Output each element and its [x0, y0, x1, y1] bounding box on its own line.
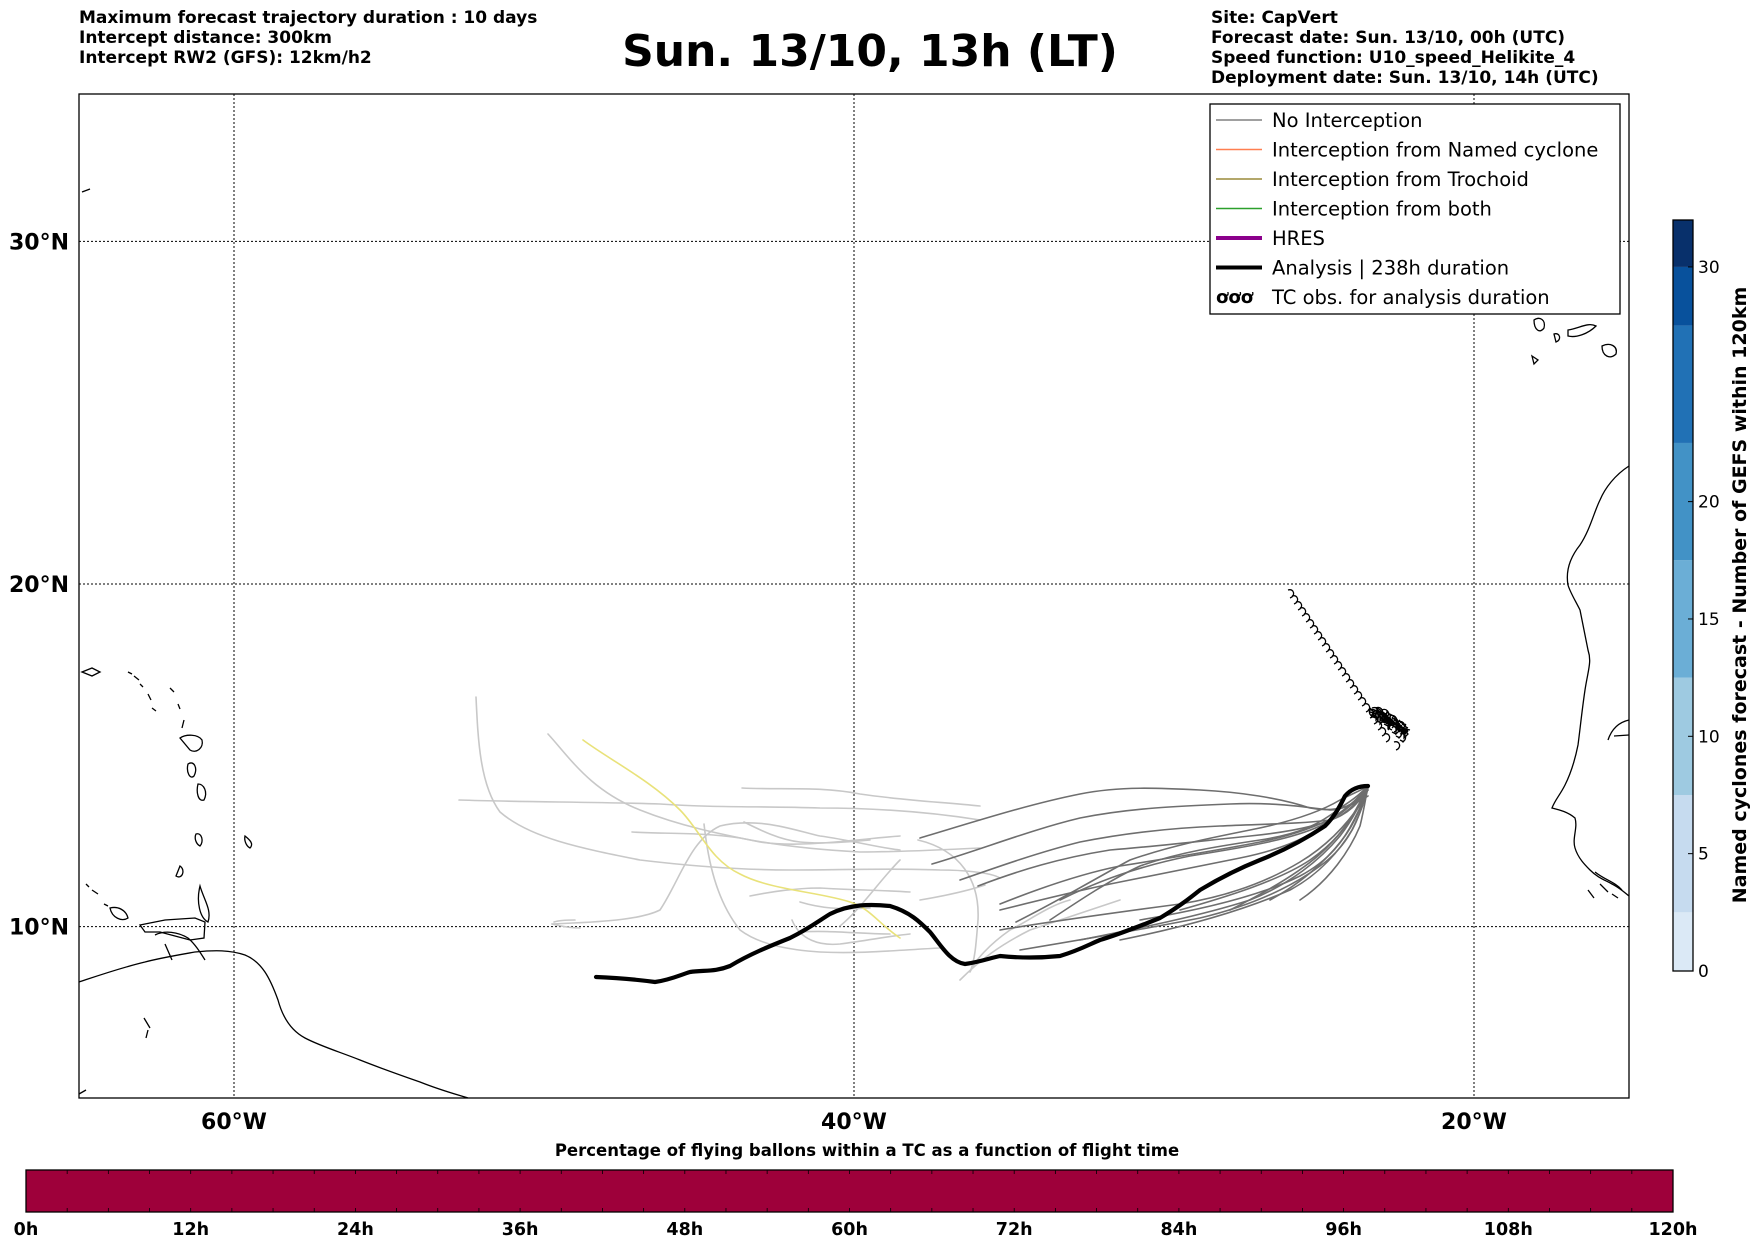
lat-label: 30°N	[9, 230, 69, 255]
legend-label: Interception from both	[1272, 198, 1492, 221]
colorbar-bottom-tick-label: 84h	[1160, 1220, 1197, 1240]
trajectories	[458, 696, 1371, 985]
cyclone-symbols-icon: ơơơ	[1216, 287, 1254, 308]
legend-label: Interception from Trochoid	[1272, 168, 1529, 191]
colorbar-bottom-tick-label: 120h	[1649, 1220, 1698, 1240]
intercept-distance-text: Intercept distance: 300km	[79, 28, 332, 48]
colorbar-band	[1673, 560, 1693, 678]
colorbar-bottom-tick-label: 72h	[996, 1220, 1033, 1240]
legend-item: HRES	[1216, 227, 1325, 250]
page-title: Sun. 13/10, 13h (LT)	[622, 26, 1118, 77]
forecast-date-text: Forecast date: Sun. 13/10, 00h (UTC)	[1211, 28, 1566, 48]
legend-item: Analysis | 238h duration	[1216, 257, 1509, 280]
colorbar-bottom-tick-label: 48h	[666, 1220, 703, 1240]
colorbar-right-tick-label: 0	[1698, 962, 1709, 982]
colorbar-band	[1673, 325, 1693, 443]
legend-item: No Interception	[1216, 109, 1423, 132]
colorbar-right-tick-label: 15	[1698, 610, 1720, 630]
colorbar-named-cyclones: 0 5 10 15 20 30 Named cyclones forecast - Num…	[1672, 219, 1751, 982]
legend-item: Interception from Trochoid	[1216, 168, 1529, 191]
flight-time-bar	[25, 1169, 1674, 1213]
colorbar-bottom-tick-label: 108h	[1484, 1220, 1533, 1240]
lat-label: 20°N	[9, 573, 69, 598]
colorbar-band	[1673, 266, 1693, 326]
colorbar-right-tick-label: 10	[1698, 727, 1720, 747]
legend-label: HRES	[1272, 227, 1325, 250]
colorbar-right-tick-label: 30	[1698, 258, 1720, 278]
colorbar-right-label: Named cyclones forecast - Number of GEFS…	[1729, 287, 1751, 904]
colorbar-flight-time: Percentage of flying ballons within a TC…	[14, 1141, 1698, 1240]
lat-label: 10°N	[9, 916, 69, 941]
colorbar-band	[1673, 912, 1693, 971]
longitude-labels: 60°W 40°W 20°W	[201, 1110, 1507, 1135]
colorbar-right-tick-label: 20	[1698, 493, 1720, 513]
colorbar-band	[1673, 677, 1693, 795]
legend-label: No Interception	[1272, 109, 1423, 132]
colorbar-bottom-tick-label: 36h	[502, 1220, 539, 1240]
colorbar-bottom-title: Percentage of flying ballons within a TC…	[555, 1141, 1179, 1160]
colorbar-right-tick-label: 5	[1698, 845, 1709, 865]
speed-function-text: Speed function: U10_speed_Helikite_4	[1211, 48, 1576, 68]
colorbar-bottom-tick-label: 12h	[172, 1220, 209, 1240]
colorbar-band	[1673, 220, 1693, 267]
legend-item: Interception from both	[1216, 198, 1492, 221]
header-right-info: Site: CapVert Forecast date: Sun. 13/10,…	[1211, 8, 1599, 88]
legend-item: ơơơ TC obs. for analysis duration	[1216, 286, 1550, 309]
colorbar-bottom-tick-label: 60h	[831, 1220, 868, 1240]
legend-item: Interception from Named cyclone	[1216, 139, 1598, 162]
colorbar-bottom-tick-label: 0h	[14, 1220, 39, 1240]
graticule	[79, 94, 1629, 1098]
lon-label: 20°W	[1441, 1110, 1507, 1135]
max-duration-text: Maximum forecast trajectory duration : 1…	[79, 8, 538, 28]
lon-label: 40°W	[821, 1110, 887, 1135]
lon-label: 60°W	[201, 1110, 267, 1135]
deployment-date-text: Deployment date: Sun. 13/10, 14h (UTC)	[1211, 68, 1599, 88]
legend-label: Analysis | 238h duration	[1272, 257, 1509, 280]
intercept-rw2-text: Intercept RW2 (GFS): 12km/h2	[79, 48, 372, 68]
coastlines	[78, 188, 1630, 1099]
colorbar-band	[1673, 442, 1693, 561]
latitude-labels: 30°N 20°N 10°N	[9, 230, 69, 940]
colorbar-bottom-tick-label: 96h	[1325, 1220, 1362, 1240]
legend-label: Interception from Named cyclone	[1272, 139, 1598, 162]
colorbar-band	[1673, 794, 1693, 913]
header-left-info: Maximum forecast trajectory duration : 1…	[79, 8, 537, 68]
legend-label: TC obs. for analysis duration	[1271, 286, 1550, 309]
site-text: Site: CapVert	[1211, 8, 1338, 28]
legend: No Interception Interception from Named c…	[1209, 103, 1621, 315]
colorbar-bottom-tick-label: 24h	[337, 1220, 374, 1240]
